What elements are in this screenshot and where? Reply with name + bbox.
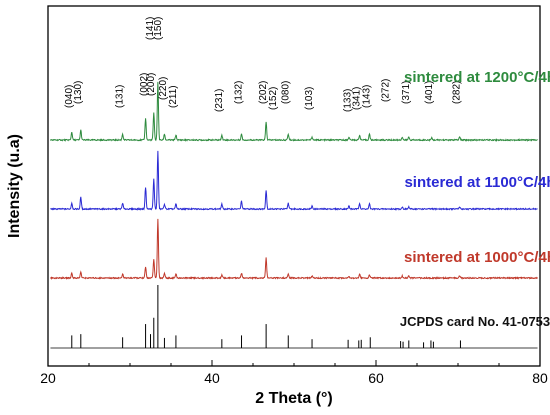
x-tick-label: 60 bbox=[368, 370, 384, 386]
hkl-label: (220) bbox=[158, 77, 169, 100]
y-axis-title: Intensity (u.a) bbox=[6, 134, 23, 238]
hkl-label: (200) bbox=[146, 73, 157, 96]
hkl-label: (202) bbox=[258, 81, 269, 104]
hkl-label: (211) bbox=[168, 85, 179, 108]
hkl-label: (080) bbox=[280, 81, 291, 104]
series-label: JCPDS card No. 41-0753 bbox=[400, 314, 550, 329]
hkl-label: (131) bbox=[115, 85, 126, 108]
hkl-label: (150) bbox=[153, 17, 164, 40]
series-labels: sintered at 1200°C/4h sintered at 1100°C/… bbox=[400, 69, 550, 329]
pattern-traces bbox=[50, 81, 538, 280]
x-tick-label: 80 bbox=[532, 370, 548, 386]
hkl-label: (040) bbox=[64, 85, 75, 108]
hkl-label: (401) bbox=[424, 81, 435, 104]
x-axis-title: 2 Theta (°) bbox=[255, 390, 333, 407]
hkl-label: (103) bbox=[304, 87, 315, 110]
reference-sticks bbox=[50, 285, 538, 349]
series-label: sintered at 1100°C/4h bbox=[404, 174, 550, 191]
trace-3 bbox=[50, 218, 538, 280]
x-tick-label: 20 bbox=[40, 370, 56, 386]
hkl-label: (141) bbox=[145, 17, 156, 40]
hkl-label: (143) bbox=[361, 85, 372, 108]
hkl-label: (282) bbox=[452, 81, 463, 104]
series-label: sintered at 1200°C/4h bbox=[404, 69, 550, 86]
trace-2 bbox=[50, 150, 538, 211]
hkl-label: (371) bbox=[401, 81, 412, 104]
x-tick-label: 40 bbox=[204, 370, 220, 386]
hkl-label: (130) bbox=[73, 81, 84, 104]
series-label: sintered at 1000°C/4h bbox=[404, 249, 550, 266]
trace-1 bbox=[50, 81, 538, 142]
peak-annotations: (040)(130) (131) (002)(200) (141)(150) (220)… bbox=[64, 17, 463, 112]
hkl-label: (231) bbox=[214, 89, 225, 112]
hkl-label: (002) bbox=[139, 73, 150, 96]
hkl-label: (133) bbox=[343, 89, 354, 112]
x-axis: 20 40 60 80 bbox=[40, 360, 548, 386]
hkl-label: (272) bbox=[380, 79, 391, 102]
hkl-label: (152) bbox=[268, 87, 279, 110]
hkl-label: (132) bbox=[234, 81, 245, 104]
hkl-label: (341) bbox=[352, 87, 363, 110]
